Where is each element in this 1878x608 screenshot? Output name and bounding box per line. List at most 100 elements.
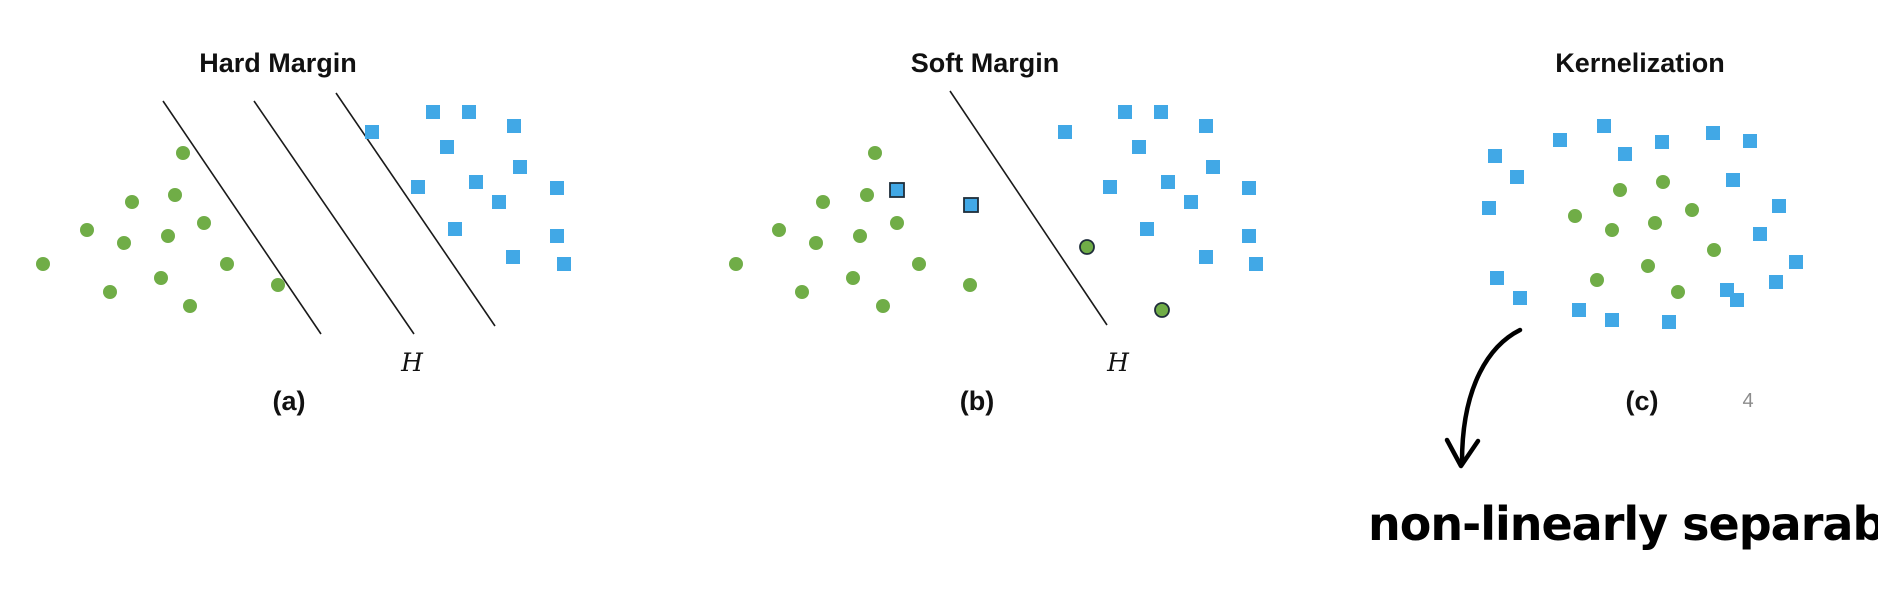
circle-point <box>809 236 823 250</box>
square-point <box>1161 175 1175 189</box>
circle-point <box>1590 273 1604 287</box>
square-point <box>1058 125 1072 139</box>
panel-a-title: Hard Margin <box>199 48 357 78</box>
circle-point <box>853 229 867 243</box>
square-point <box>1199 119 1213 133</box>
square-point <box>506 250 520 264</box>
circle-point <box>729 257 743 271</box>
panel-a-points <box>36 105 571 313</box>
handwritten-note: non-linearly separable data <box>1368 497 1878 551</box>
circle-point <box>271 278 285 292</box>
misclassified-square-point <box>889 182 905 198</box>
circle-point <box>890 216 904 230</box>
misclassified-circle-point <box>1079 239 1095 255</box>
square-point <box>507 119 521 133</box>
circle-point <box>220 257 234 271</box>
square-point <box>1753 227 1767 241</box>
panel-c-caption: (c) <box>1626 386 1659 416</box>
square-point <box>1118 105 1132 119</box>
square-point <box>1662 315 1676 329</box>
circle-point <box>154 271 168 285</box>
square-point <box>1726 173 1740 187</box>
square-point <box>557 257 571 271</box>
circle-point <box>36 257 50 271</box>
square-point <box>1743 134 1757 148</box>
circle-point <box>868 146 882 160</box>
square-point <box>426 105 440 119</box>
panel-b-points <box>729 105 1263 318</box>
misclassified-square-point <box>963 197 979 213</box>
circle-point <box>117 236 131 250</box>
circle-point <box>1707 243 1721 257</box>
square-point <box>492 195 506 209</box>
square-point <box>1490 271 1504 285</box>
circle-point <box>1671 285 1685 299</box>
square-point <box>1103 180 1117 194</box>
square-point <box>365 125 379 139</box>
square-point <box>1242 229 1256 243</box>
square-point <box>1482 201 1496 215</box>
panel-c-points <box>1482 119 1803 329</box>
panel-b-title: Soft Margin <box>911 48 1060 78</box>
circle-point <box>1613 183 1627 197</box>
panel-b-caption: (b) <box>960 386 994 416</box>
square-point <box>1553 133 1567 147</box>
square-point <box>1772 199 1786 213</box>
hyperplane-line <box>253 100 415 335</box>
square-point <box>1789 255 1803 269</box>
square-point <box>411 180 425 194</box>
square-point <box>1249 257 1263 271</box>
circle-point <box>197 216 211 230</box>
circle-point <box>176 146 190 160</box>
circle-point <box>772 223 786 237</box>
circle-point <box>1648 216 1662 230</box>
square-point <box>1769 275 1783 289</box>
square-point <box>1513 291 1527 305</box>
square-point <box>550 229 564 243</box>
panel-a-caption: (a) <box>273 386 306 416</box>
square-point <box>550 181 564 195</box>
square-point <box>1655 135 1669 149</box>
margin-line-left <box>162 100 322 335</box>
square-point <box>1206 160 1220 174</box>
square-point <box>1132 140 1146 154</box>
circle-point <box>1685 203 1699 217</box>
square-point <box>1572 303 1586 317</box>
margin-line-right <box>335 92 496 327</box>
circle-point <box>1641 259 1655 273</box>
circle-point <box>912 257 926 271</box>
square-point <box>1706 126 1720 140</box>
square-point <box>440 140 454 154</box>
square-point <box>513 160 527 174</box>
page-number: 4 <box>1742 390 1753 412</box>
panel-b-h-label: H <box>1106 348 1130 377</box>
square-point <box>1605 313 1619 327</box>
square-point <box>1510 170 1524 184</box>
square-point <box>1597 119 1611 133</box>
circle-point <box>963 278 977 292</box>
panel-c-title: Kernelization <box>1555 48 1725 78</box>
circle-point <box>1605 223 1619 237</box>
circle-point <box>795 285 809 299</box>
circle-point <box>103 285 117 299</box>
panel-a-lines <box>162 92 496 335</box>
square-point <box>1730 293 1744 307</box>
square-point <box>462 105 476 119</box>
square-point <box>1184 195 1198 209</box>
square-point <box>448 222 462 236</box>
panel-a-h-label: H <box>400 348 424 377</box>
circle-point <box>168 188 182 202</box>
square-point <box>1140 222 1154 236</box>
circle-point <box>816 195 830 209</box>
square-point <box>1154 105 1168 119</box>
square-point <box>1199 250 1213 264</box>
circle-point <box>125 195 139 209</box>
circle-point <box>860 188 874 202</box>
circle-point <box>183 299 197 313</box>
circle-point <box>876 299 890 313</box>
handwritten-arrow-icon <box>1444 327 1523 469</box>
misclassified-circle-point <box>1154 302 1170 318</box>
circle-point <box>846 271 860 285</box>
square-point <box>1488 149 1502 163</box>
